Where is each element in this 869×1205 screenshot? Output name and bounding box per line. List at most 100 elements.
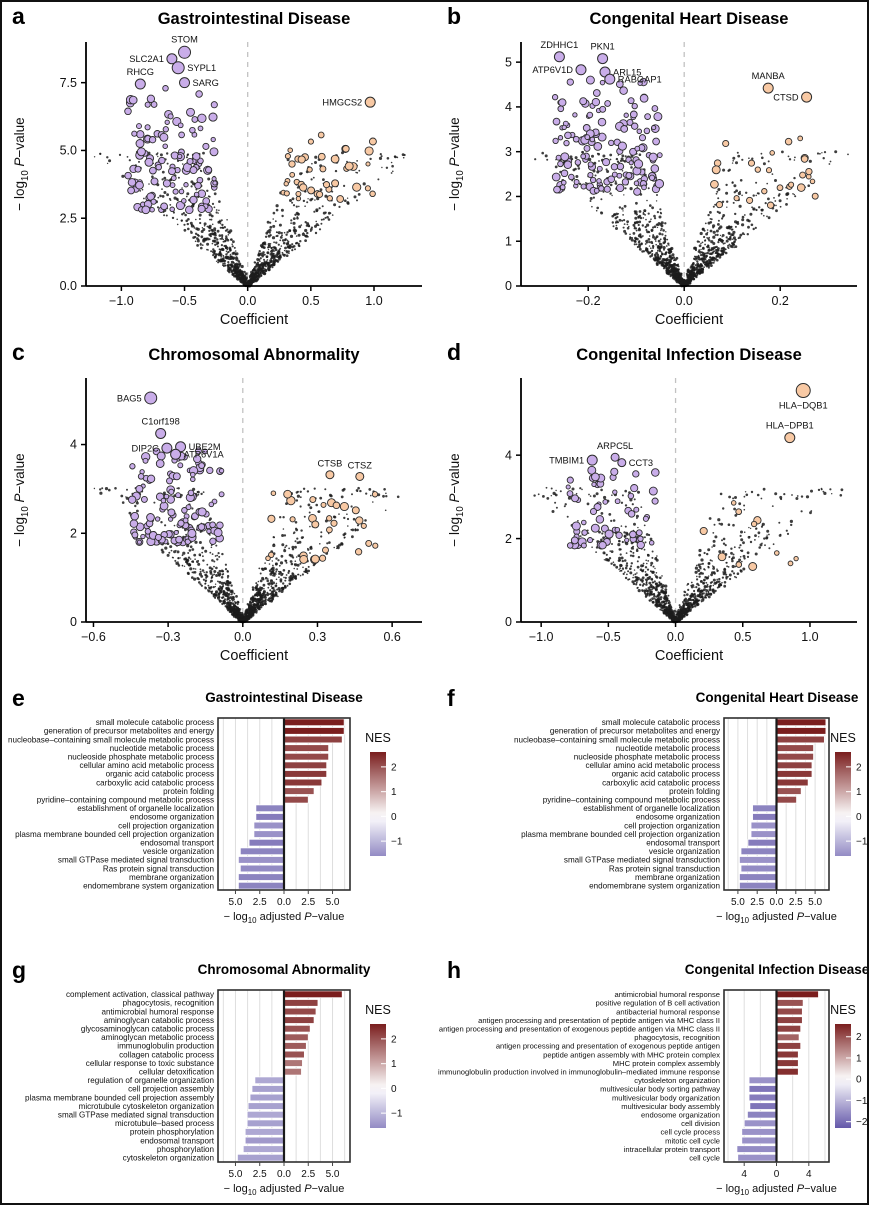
x-tick-label: 0 [774, 1169, 780, 1180]
bar [739, 881, 777, 890]
volcano-chart-heart: 0 1 2 3 4 5 −0.2 0.0 0.2 Coefficient − log10 P−val… [447, 40, 857, 328]
gene-label: RHCG [127, 67, 154, 77]
axes: 0 2 4 −1.0 −0.5 0.0 0.5 1.0 Coefficient [505, 378, 857, 664]
x-tick-label: 1.0 [801, 630, 818, 644]
term-label: mitotic cell cycle [665, 1136, 720, 1145]
panel-title: Congenital Heart Disease [589, 10, 789, 28]
points-cloud-orange [265, 489, 379, 565]
y-tick-label: 0.0 [60, 279, 77, 293]
bar [237, 873, 285, 881]
panel-title: Congenital Heart Disease [695, 690, 859, 705]
term-label: antigen processing and presentation of e… [496, 1042, 720, 1051]
bars [736, 990, 819, 1162]
gene-point [784, 432, 796, 444]
gene-point [604, 73, 616, 85]
gene-label: MANBA [752, 71, 786, 81]
bar [750, 830, 777, 838]
term-label: organic acid catabolic process [612, 770, 720, 779]
x-tick-label: −1.0 [529, 630, 554, 644]
x-axis-label: Coefficient [220, 648, 288, 664]
panel-title: Chromosomal Abnormality [197, 962, 371, 977]
bar [283, 752, 330, 761]
x-tick-label: 2.5 [253, 897, 267, 908]
term-label: endosomal transport [646, 839, 721, 848]
y-tick-label: 7.5 [60, 76, 77, 90]
x-tick-label: 0.6 [383, 630, 400, 644]
bar [283, 718, 345, 727]
bar [283, 727, 345, 735]
bars [739, 718, 827, 890]
bar [736, 1145, 777, 1153]
panel-letter-d: d [447, 339, 462, 365]
gene-label: DIP2C [131, 443, 159, 453]
gene-label: SLC2A1 [129, 54, 164, 64]
x-tick-label: 0.5 [302, 294, 319, 308]
term-label: endomembrane system organization [589, 882, 720, 891]
term-label: endosomal transport [140, 839, 215, 848]
term-label: Ras protein signal transduction [609, 864, 720, 873]
gene-point [762, 82, 774, 94]
term-label: intracellular protein transport [624, 1145, 721, 1154]
term-label: endosome organization [130, 813, 214, 822]
term-label: multivesicular body sorting pathway [600, 1085, 720, 1094]
bar [253, 821, 285, 830]
bar [283, 1007, 317, 1016]
gene-label: CTSZ [348, 460, 373, 470]
volcano-chart-gastrointestinal: 0.0 2.5 5.0 7.5 −1.0 −0.5 0.0 0.5 1.0 Coefficient… [12, 34, 422, 328]
axis-label: − log10 P−value [12, 117, 31, 210]
panel-title: Gastrointestinal Disease [157, 10, 351, 28]
gene-label: SARG [193, 78, 219, 88]
points-cloud-purple [128, 447, 225, 547]
bar [752, 813, 777, 821]
bar [283, 1024, 311, 1033]
bar [283, 999, 319, 1007]
gene-label: STOM [171, 34, 198, 44]
x-tick-label: 5.0 [326, 897, 340, 908]
legend-tick-label: 2 [391, 1034, 397, 1045]
term-label: organic acid catabolic process [106, 770, 214, 779]
axes: 0 1 2 3 4 5 −0.2 0.0 0.2 Coefficient [505, 42, 857, 328]
bar [776, 787, 802, 795]
bar [748, 1093, 777, 1102]
bar [283, 735, 343, 744]
x-tick-label: 4 [806, 1169, 812, 1180]
panel-letter-c: c [12, 339, 25, 365]
term-label: generation of precursor metabolites and … [44, 727, 215, 736]
nes-legend: NES 2 1 0 −1 −2 [830, 1003, 867, 1128]
bar [737, 1153, 777, 1162]
term-label: cellular response to toxic substance [86, 1059, 215, 1068]
bar [776, 795, 797, 804]
axis-label: − log10 P−value [447, 453, 466, 546]
panel-title: Chromosomal Abnormality [148, 346, 360, 364]
term-label: collagen catabolic process [119, 1050, 214, 1059]
term-label: regulation of organelle organization [88, 1076, 214, 1085]
bar [248, 838, 285, 847]
bar [741, 1128, 777, 1136]
y-tick-label: 4 [505, 448, 512, 462]
term-label: small molecule catabolic process [602, 718, 720, 727]
bar [739, 856, 777, 864]
gene-label: C1orf198 [142, 416, 180, 426]
x-tick-label: −0.2 [576, 294, 601, 308]
term-label: nucleotide metabolic process [616, 744, 720, 753]
bar [242, 1145, 285, 1153]
bar [283, 787, 315, 795]
term-label: plasma membrane bounded cell projection … [521, 830, 720, 839]
gene-label: ARL15 [613, 67, 641, 77]
legend-tick-label: 0 [391, 1084, 397, 1095]
legend-tick-label: 1 [856, 1053, 862, 1064]
legend-tick-label: −1 [391, 837, 403, 848]
bar [740, 847, 777, 856]
gene-point [575, 64, 587, 76]
bar [244, 1128, 285, 1136]
y-tick-label: 2 [70, 526, 77, 540]
bar [776, 1024, 802, 1033]
bar [283, 1042, 307, 1050]
y-tick-label: 0 [505, 615, 512, 629]
legend-tick-label: 0 [856, 1075, 862, 1086]
term-label: membrane organization [129, 873, 214, 882]
labeled-genes: HLA−DQB1 HLA−DPB1 TMBIM1 ARPC5L CCT3 [549, 383, 828, 468]
term-label: nucleobase–containing small molecule met… [8, 735, 214, 744]
term-label: small molecule catabolic process [96, 718, 214, 727]
